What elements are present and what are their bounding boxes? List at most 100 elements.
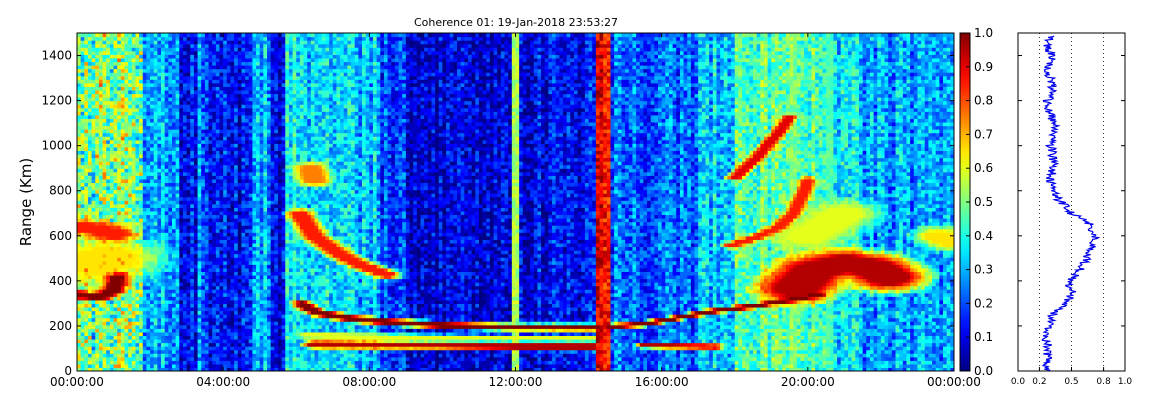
- heatmap-cell: [227, 40, 231, 44]
- heatmap-cell: [220, 296, 224, 300]
- heatmap-cell: [77, 101, 81, 105]
- heatmap-cell: [179, 111, 183, 115]
- heatmap-cell: [99, 108, 103, 112]
- heatmap-cell: [212, 225, 216, 229]
- heatmap-cell: [121, 111, 125, 115]
- heatmap-cell: [128, 72, 132, 76]
- heatmap-cell: [143, 250, 147, 254]
- heatmap-cell: [198, 179, 202, 183]
- heatmap-cell: [114, 172, 118, 176]
- heatmap-cell: [117, 286, 121, 290]
- heatmap-cell: [150, 51, 154, 55]
- heatmap-cell: [139, 175, 143, 179]
- heatmap-cell: [172, 357, 176, 361]
- heatmap-cell: [249, 97, 253, 101]
- heatmap-cell: [190, 140, 194, 144]
- heatmap-cell: [234, 101, 238, 105]
- heatmap-cell: [209, 33, 213, 37]
- heatmap-cell: [125, 229, 129, 233]
- heatmap-cell: [168, 111, 172, 115]
- heatmap-cell: [220, 197, 224, 201]
- heatmap-cell: [227, 154, 231, 158]
- heatmap-cell: [165, 236, 169, 240]
- heatmap-cell: [117, 168, 121, 172]
- heatmap-cell: [190, 193, 194, 197]
- heatmap-cell: [157, 168, 161, 172]
- heatmap-cell: [121, 51, 125, 55]
- heatmap-cell: [238, 193, 242, 197]
- heatmap-cell: [249, 289, 253, 293]
- heatmap-cell: [256, 211, 260, 215]
- heatmap-cell: [157, 65, 161, 69]
- heatmap-cell: [267, 190, 271, 194]
- heatmap-cell: [88, 122, 92, 126]
- heatmap-cell: [135, 254, 139, 258]
- heatmap-cell: [201, 133, 205, 137]
- heatmap-cell: [103, 250, 107, 254]
- heatmap-cell: [209, 207, 213, 211]
- heatmap-cell: [84, 126, 88, 130]
- heatmap-cell: [205, 190, 209, 194]
- heatmap-cell: [139, 76, 143, 80]
- heatmap-cell: [209, 111, 213, 115]
- heatmap-cell: [238, 44, 242, 48]
- heatmap-cell: [92, 293, 96, 297]
- heatmap-cell: [132, 175, 136, 179]
- heatmap-cell: [168, 207, 172, 211]
- heatmap-cell: [190, 136, 194, 140]
- heatmap-cell: [241, 182, 245, 186]
- heatmap-cell: [201, 186, 205, 190]
- heatmap-cell: [241, 261, 245, 265]
- heatmap-cell: [172, 111, 176, 115]
- heatmap-cell: [183, 97, 187, 101]
- heatmap-cell: [117, 136, 121, 140]
- heatmap-cell: [183, 296, 187, 300]
- heatmap-cell: [117, 79, 121, 83]
- heatmap-cell: [201, 193, 205, 197]
- heatmap-cell: [128, 318, 132, 322]
- heatmap-cell: [99, 168, 103, 172]
- heatmap-cell: [249, 278, 253, 282]
- heatmap-cell: [114, 293, 118, 297]
- heatmap-cell: [205, 250, 209, 254]
- heatmap-cell: [143, 328, 147, 332]
- heatmap-cell: [220, 343, 224, 347]
- heatmap-cell: [114, 108, 118, 112]
- heatmap-cell: [227, 190, 231, 194]
- heatmap-cell: [103, 158, 107, 162]
- heatmap-cell: [220, 204, 224, 208]
- heatmap-cell: [125, 83, 129, 87]
- heatmap-cell: [245, 168, 249, 172]
- heatmap-cell: [125, 222, 129, 226]
- heatmap-cell: [190, 335, 194, 339]
- heatmap-cell: [168, 93, 172, 97]
- heatmap-cell: [143, 108, 147, 112]
- heatmap-cell: [92, 222, 96, 226]
- heatmap-cell: [128, 350, 132, 354]
- heatmap-cell: [245, 90, 249, 94]
- heatmap-cell: [92, 158, 96, 162]
- heatmap-cell: [223, 332, 227, 336]
- heatmap-cell: [172, 346, 176, 350]
- heatmap-cell: [249, 104, 253, 108]
- heatmap-cell: [198, 296, 202, 300]
- heatmap-cell: [179, 76, 183, 80]
- heatmap-cell: [183, 69, 187, 73]
- heatmap-cell: [205, 300, 209, 304]
- heatmap-cell: [135, 154, 139, 158]
- heatmap-cell: [146, 111, 150, 115]
- heatmap-cell: [263, 104, 267, 108]
- heatmap-cell: [238, 90, 242, 94]
- heatmap-cell: [209, 115, 213, 119]
- heatmap-cell: [157, 278, 161, 282]
- heatmap-cell: [176, 83, 180, 87]
- heatmap-cell: [172, 339, 176, 343]
- heatmap-cell: [121, 47, 125, 51]
- heatmap-cell: [95, 318, 99, 322]
- heatmap-cell: [172, 204, 176, 208]
- heatmap-cell: [135, 229, 139, 233]
- heatmap-cell: [99, 232, 103, 236]
- heatmap-cell: [223, 264, 227, 268]
- heatmap-cell: [241, 143, 245, 147]
- heatmap-cell: [198, 278, 202, 282]
